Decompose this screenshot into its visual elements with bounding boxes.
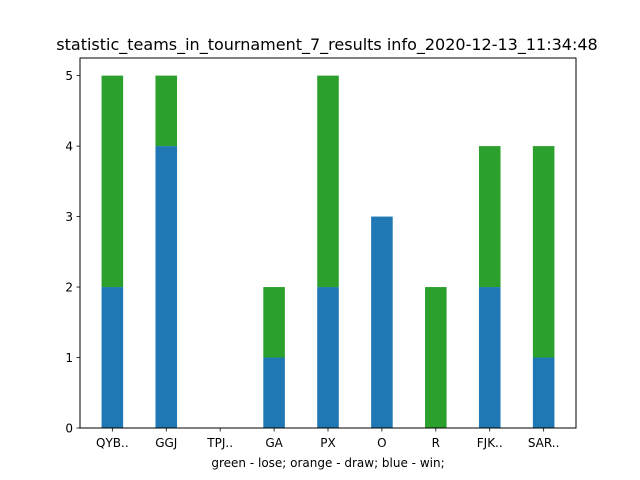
bars-layer — [101, 75, 555, 428]
chart-title: statistic_teams_in_tournament_7_results … — [56, 35, 597, 55]
bar-series-0-7 — [478, 287, 501, 428]
bar-series-2-8 — [532, 146, 555, 358]
bar-series-0-4 — [317, 287, 339, 428]
bar-series-0-3 — [263, 357, 285, 428]
x-tick-label: SAR.. — [528, 436, 560, 450]
x-tick-label: O — [377, 436, 386, 450]
y-tick-label: 5 — [65, 69, 73, 83]
y-tick-label: 3 — [65, 210, 73, 224]
bar-series-0-8 — [532, 357, 555, 428]
x-tick-label: GGJ — [155, 436, 177, 450]
bar-series-2-3 — [263, 287, 285, 358]
x-tick-label: PX — [320, 436, 335, 450]
x-tick-label: QYB.. — [96, 436, 129, 450]
x-tick-label: FJK.. — [477, 436, 503, 450]
bar-series-0-5 — [371, 216, 393, 428]
bar-series-0-1 — [155, 146, 178, 428]
bar-series-2-7 — [478, 146, 501, 288]
x-tick-label: GA — [265, 436, 283, 450]
x-axis: QYB.. GGJ TPJ.. GA PX O R FJK.. SAR.. — [96, 428, 559, 450]
bar-series-2-6 — [425, 287, 447, 428]
y-axis: 0 1 2 3 4 5 — [65, 69, 80, 436]
y-tick-label: 0 — [65, 422, 73, 436]
y-tick-label: 1 — [65, 351, 73, 365]
bar-series-2-0 — [101, 75, 124, 288]
bar-series-0-0 — [101, 287, 124, 428]
bar-series-2-4 — [317, 75, 339, 288]
bar-series-2-1 — [155, 75, 178, 147]
x-axis-label: green - lose; orange - draw; blue - win; — [211, 456, 444, 470]
y-tick-label: 2 — [65, 281, 73, 295]
x-tick-label: TPJ.. — [206, 436, 233, 450]
y-tick-label: 4 — [65, 140, 73, 154]
x-tick-label: R — [432, 436, 440, 450]
